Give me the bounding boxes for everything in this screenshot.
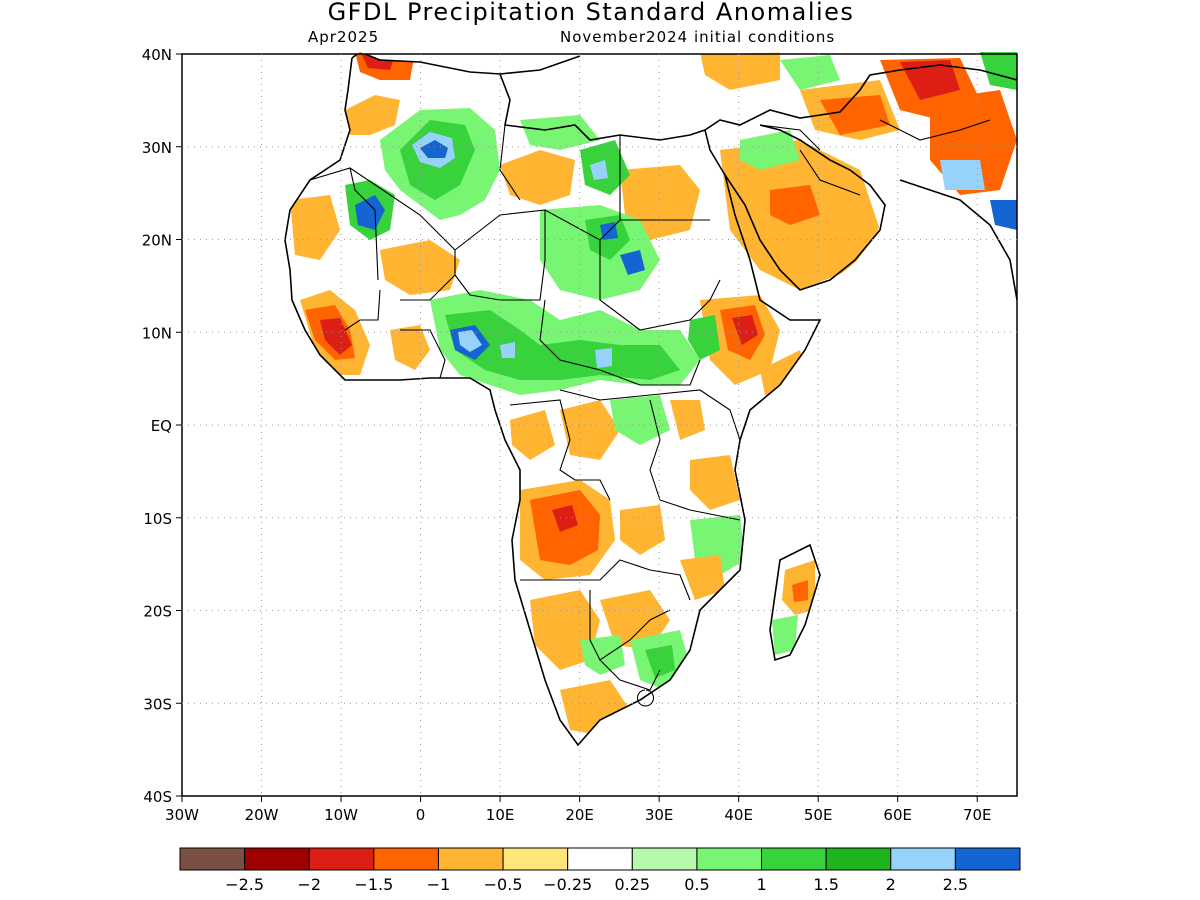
lat-tick-label: 40N (142, 46, 172, 64)
lat-tick-label: 40S (143, 788, 172, 806)
lat-tick-label: 30N (142, 139, 172, 157)
colorbar-label: 1.5 (813, 875, 838, 894)
lon-tick-label: 70E (963, 806, 992, 824)
latitude-labels: 40N 30N 20N 10N EQ 10S 20S 30S 40S (142, 46, 172, 806)
colorbar-swatch (954, 847, 1021, 871)
colorbar-label: 2 (886, 875, 896, 894)
lon-tick-label: 60E (883, 806, 912, 824)
lon-tick-label: 20E (565, 806, 594, 824)
lon-tick-label: 30E (645, 806, 674, 824)
lon-tick-label: 40E (724, 806, 753, 824)
colorbar-label: −2 (297, 875, 321, 894)
colorbar-swatch (825, 847, 892, 871)
lon-tick-label: 0 (416, 806, 426, 824)
colorbar-swatch (179, 847, 246, 871)
colorbar-label: 0.5 (684, 875, 709, 894)
colorbar-label: 2.5 (943, 875, 968, 894)
lon-tick-label: 30W (165, 806, 199, 824)
colorbar (179, 847, 1021, 871)
lat-tick-label: 20N (142, 232, 172, 250)
colorbar-label: −2.5 (225, 875, 264, 894)
lat-tick-label: 10N (142, 324, 172, 342)
forecast-month: Apr2025 (308, 28, 380, 46)
lat-tick-label: 20S (143, 603, 172, 621)
colorbar-label: −1.5 (354, 875, 393, 894)
lon-tick-label: 10E (486, 806, 515, 824)
colorbar-swatch (244, 847, 310, 871)
lat-tick-label: EQ (151, 417, 172, 435)
anomaly-shading (285, 52, 1017, 745)
colorbar-swatch (308, 847, 375, 871)
colorbar-swatch (696, 847, 763, 871)
colorbar-swatch (567, 847, 633, 871)
colorbar-swatch (890, 847, 956, 871)
colorbar-swatch (631, 847, 698, 871)
lat-tick-label: 10S (143, 510, 172, 528)
lon-tick-label: 10W (324, 806, 358, 824)
colorbar-swatch (373, 847, 439, 871)
country-borders (309, 119, 991, 707)
colorbar-label: 1 (756, 875, 766, 894)
longitude-labels: 30W 20W 10W 0 10E 20E 30E 40E 50E 60E 70E (165, 806, 991, 824)
colorbar-swatch (761, 847, 827, 871)
colorbar-swatch (502, 847, 569, 871)
coastlines (284, 54, 1017, 747)
lat-tick-label: 30S (143, 695, 172, 713)
colorbar-label: −0.5 (484, 875, 523, 894)
lon-tick-label: 20W (245, 806, 279, 824)
map-title: GFDL Precipitation Standard Anomalies (327, 0, 855, 26)
colorbar-label: −1 (427, 875, 451, 894)
colorbar-labels: −2.5 −2 −1.5 −1 −0.5 −0.25 0.25 0.5 1 1.5 2 2.5 (225, 875, 968, 894)
colorbar-swatch (437, 847, 504, 871)
map-gridlines (176, 53, 1017, 802)
colorbar-label: 0.25 (614, 875, 650, 894)
initial-conditions: November2024 initial conditions (560, 28, 836, 46)
lon-tick-label: 50E (804, 806, 833, 824)
colorbar-label: −0.25 (543, 875, 592, 894)
